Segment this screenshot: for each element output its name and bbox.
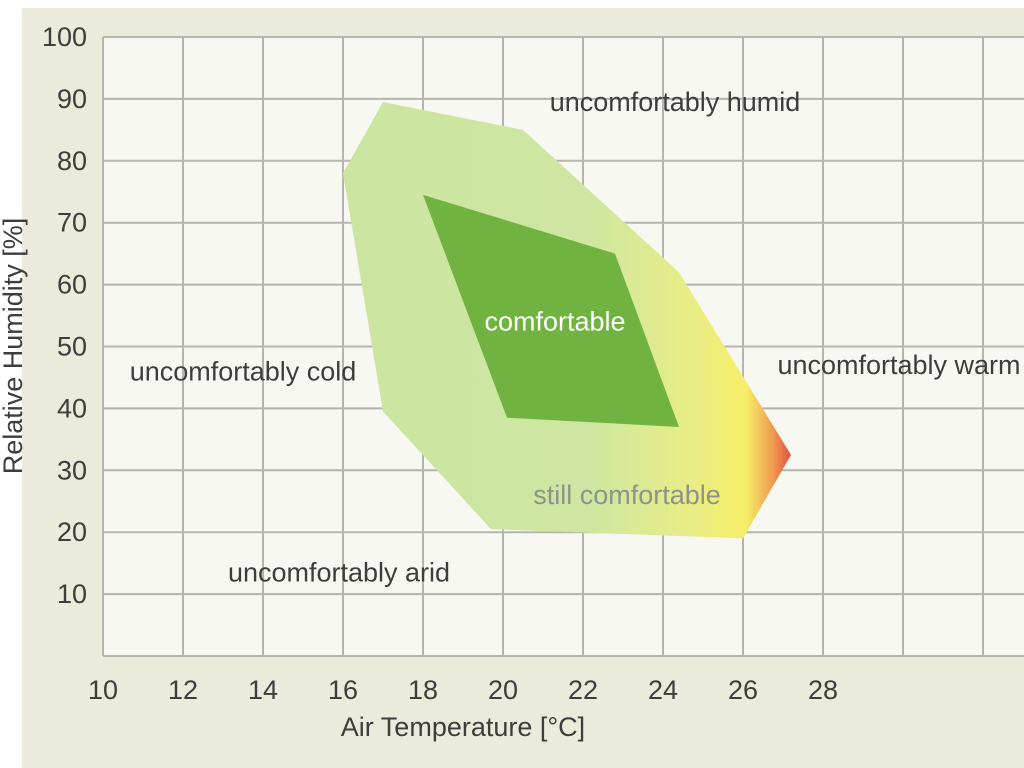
y-axis-title: Relative Humidity [%] [0, 218, 28, 475]
x-axis-title: Air Temperature [°C] [341, 712, 585, 742]
zone-annotations: uncomfortably humid uncomfortably cold unc… [130, 87, 1021, 587]
annotation-uncomfortably-warm: uncomfortably warm [777, 350, 1020, 380]
x-tick-label: 16 [328, 675, 358, 705]
annotation-uncomfortably-humid: uncomfortably humid [550, 87, 801, 117]
y-tick-label: 90 [57, 84, 87, 114]
x-tick-label: 20 [488, 675, 518, 705]
y-tick-label: 30 [57, 455, 87, 485]
y-tick-label: 60 [57, 270, 87, 300]
x-tick-label: 24 [648, 675, 678, 705]
x-tick-label: 10 [88, 675, 118, 705]
x-tick-label: 26 [728, 675, 758, 705]
comfortable-zone [423, 194, 679, 427]
x-tick-label: 12 [168, 675, 198, 705]
y-tick-labels: 10 20 30 40 50 60 70 80 90 100 [42, 22, 87, 609]
x-tick-label: 18 [408, 675, 438, 705]
y-tick-label: 20 [57, 517, 87, 547]
y-tick-label: 100 [42, 22, 87, 52]
y-tick-label: 70 [57, 208, 87, 238]
y-tick-label: 10 [57, 579, 87, 609]
comfort-regions [343, 101, 791, 539]
x-tick-label: 28 [808, 675, 838, 705]
x-tick-label: 14 [248, 675, 278, 705]
annotation-still-comfortable: still comfortable [533, 480, 721, 510]
annotation-uncomfortably-cold: uncomfortably cold [130, 356, 357, 386]
annotation-uncomfortably-arid: uncomfortably arid [228, 557, 450, 587]
y-tick-label: 40 [57, 393, 87, 423]
y-tick-label: 50 [57, 332, 87, 362]
x-tick-labels: 10 12 14 16 18 20 22 24 26 28 [88, 675, 838, 705]
annotation-comfortable: comfortable [484, 307, 625, 337]
x-tick-label: 22 [568, 675, 598, 705]
y-tick-label: 80 [57, 146, 87, 176]
